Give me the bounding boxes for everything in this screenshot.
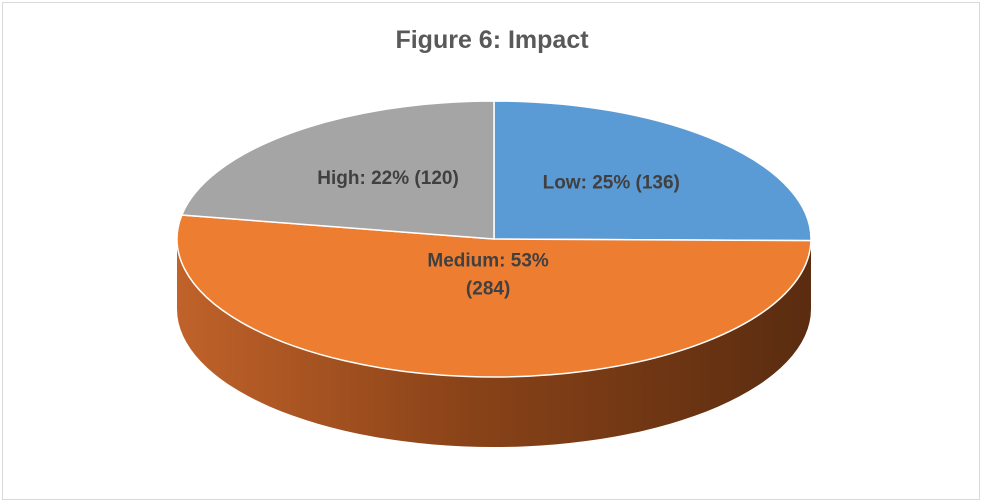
pie-slice-medium	[176, 214, 812, 378]
data-label-low: Low: 25% (136)	[543, 173, 680, 194]
pie-slice-low	[493, 100, 812, 242]
data-label-medium: Medium: 53% (284)	[427, 250, 549, 299]
data-label-high: High: 22% (120)	[317, 168, 458, 189]
pie-slice-high	[180, 100, 495, 240]
chart-title: Figure 6: Impact	[395, 26, 589, 54]
pie-side-wall	[177, 239, 811, 447]
